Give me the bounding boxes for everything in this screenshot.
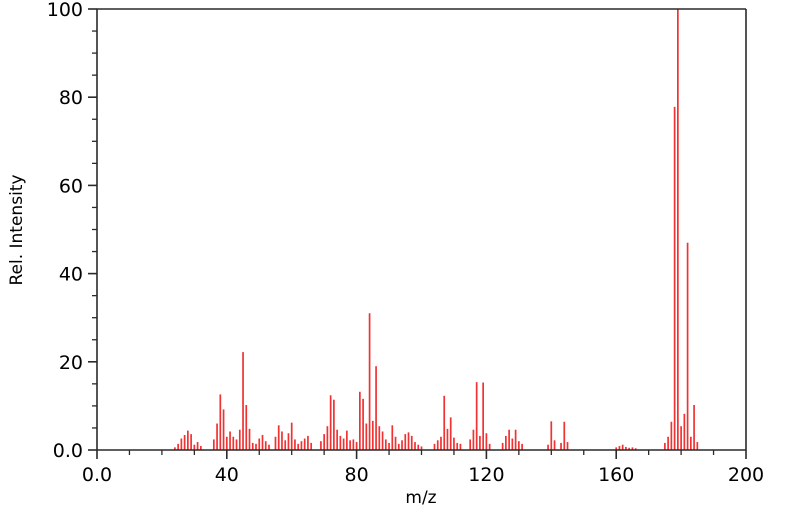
y-tick-label: 60: [59, 175, 83, 197]
x-tick-label: 0.0: [82, 464, 112, 486]
y-axis-tick-labels: 0.0 20 40 60 80 100: [47, 0, 83, 462]
y-axis-title: Rel. Intensity: [7, 174, 27, 285]
x-tick-label: 120: [468, 464, 504, 486]
y-axis-ticks: [88, 8, 97, 451]
peak-series: [174, 9, 699, 450]
x-tick-label: 200: [728, 464, 764, 486]
y-tick-label: 20: [59, 352, 83, 374]
y-tick-label: 40: [59, 264, 83, 286]
y-tick-label: 0.0: [53, 440, 83, 462]
x-axis-tick-labels: 0.0 40 80 120 160 200: [82, 464, 764, 486]
x-axis-ticks: [96, 450, 747, 459]
axes: [96, 8, 747, 451]
x-axis-title: m/z: [405, 488, 436, 508]
x-tick-label: 160: [598, 464, 634, 486]
y-tick-label: 100: [47, 0, 83, 21]
x-tick-label: 80: [345, 464, 369, 486]
x-tick-label: 40: [215, 464, 239, 486]
y-tick-label: 80: [59, 87, 83, 109]
